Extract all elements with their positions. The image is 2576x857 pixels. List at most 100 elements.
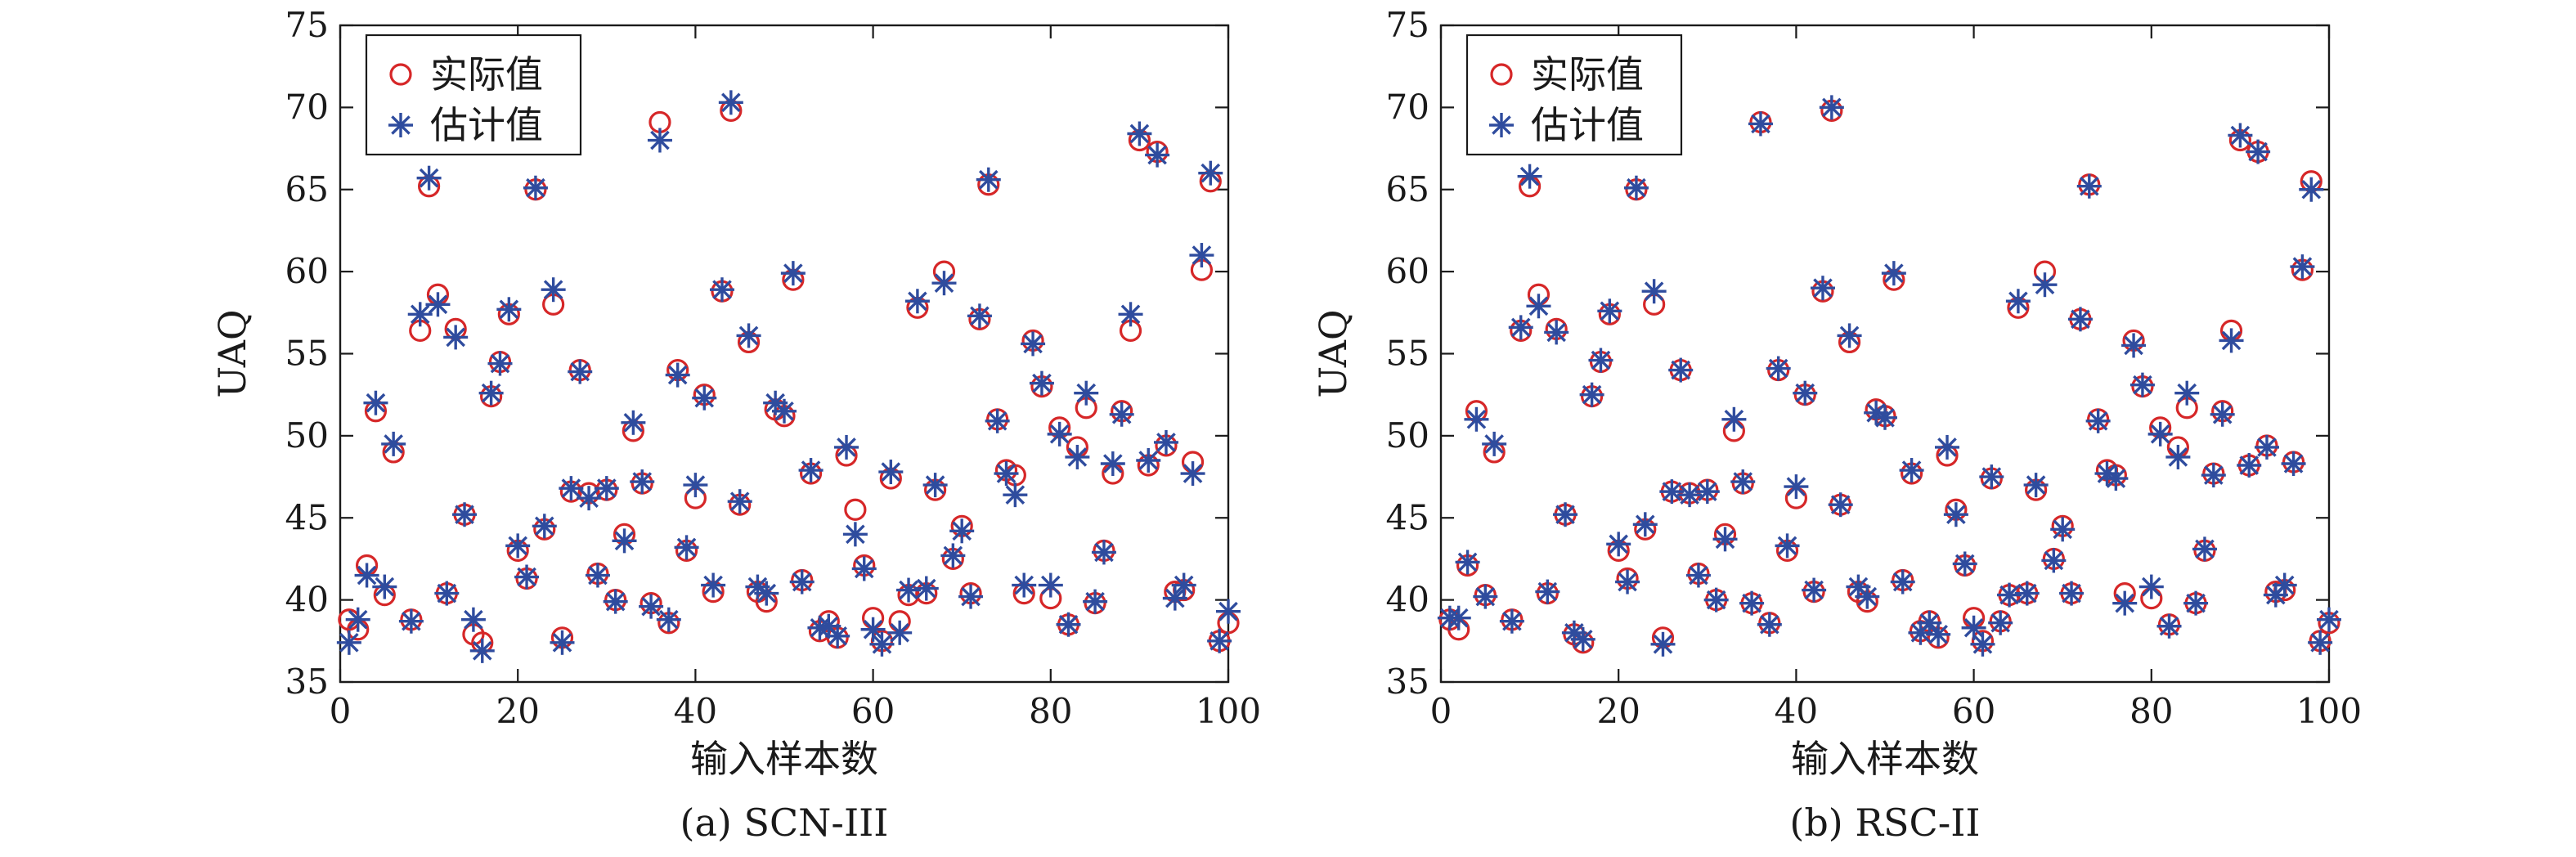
data-point: [363, 390, 388, 415]
data-point: [1127, 121, 1152, 146]
legend-marker-circle: [1490, 63, 1513, 86]
x-axis: 0 20 40 60 80 100: [1430, 25, 2362, 731]
x-tick-label: 40: [1775, 691, 1818, 731]
x-tick-label: 20: [1596, 691, 1640, 731]
data-point: [336, 630, 361, 655]
data-point: [568, 359, 593, 384]
data-point: [1899, 458, 1924, 483]
data-point: [1109, 402, 1134, 427]
y-tick-label: 55: [1386, 334, 1429, 374]
y-tick-label: 60: [285, 251, 329, 291]
data-point: [1748, 111, 1773, 137]
data-point: [1632, 512, 1658, 537]
data-point: [621, 410, 646, 435]
data-point: [532, 514, 557, 539]
data-point: [1997, 582, 2022, 608]
data-point: [2290, 254, 2315, 280]
data-point: [896, 577, 922, 603]
data-point: [514, 564, 540, 590]
data-point: [639, 594, 664, 619]
data-point: [683, 473, 708, 498]
data-point: [1047, 421, 1072, 446]
data-point: [1952, 551, 1977, 577]
data-point: [922, 473, 948, 498]
data-point: [692, 385, 717, 411]
data-point: [2317, 607, 2341, 632]
data-point: [2059, 581, 2085, 606]
data-point: [1793, 380, 1818, 406]
data-point: [1038, 572, 1063, 598]
data-point: [780, 261, 806, 286]
data-point: [1935, 434, 1960, 460]
x-axis-label: 输入样本数: [690, 737, 878, 781]
data-point: [994, 461, 1019, 487]
data-point: [1100, 451, 1125, 477]
data-point: [1721, 406, 1747, 432]
data-point: [460, 607, 486, 632]
data-point: [674, 535, 699, 560]
data-point: [1757, 612, 1782, 637]
data-point: [1926, 621, 1951, 647]
data-point: [1136, 447, 1161, 473]
data-point: [1544, 320, 1569, 345]
y-tick-label: 70: [285, 87, 329, 127]
data-point: [1216, 599, 1241, 624]
data-point: [1855, 584, 1880, 609]
data-point: [647, 128, 672, 153]
data-point: [1712, 527, 1738, 552]
data-point: [496, 297, 522, 322]
data-point: [1074, 380, 1099, 406]
data-point: [825, 623, 850, 648]
data-point: [1873, 405, 1897, 430]
data-point: [603, 589, 628, 614]
data-point: [354, 563, 379, 588]
data-point: [1003, 482, 1028, 508]
series-actual: [1438, 99, 2340, 654]
data-point: [967, 303, 992, 329]
y-tick-label: 55: [285, 334, 329, 374]
data-point: [1579, 382, 1604, 407]
legend-label: 实际值: [1531, 52, 1644, 96]
x-tick-label: 80: [2129, 691, 2173, 731]
data-point: [487, 351, 513, 376]
data-point: [2112, 590, 2138, 616]
data-point: [2023, 473, 2049, 498]
data-point: [407, 302, 433, 327]
data-point: [940, 543, 966, 568]
data-point: [523, 175, 548, 200]
data-point: [1659, 479, 1685, 505]
data-point: [1083, 589, 1108, 614]
data-point: [345, 607, 370, 632]
data-point: [1739, 590, 1765, 616]
data-point: [1766, 356, 1791, 381]
data-point: [2076, 173, 2102, 199]
data-point: [2067, 307, 2093, 332]
data-point: [701, 572, 726, 598]
data-point: [1890, 569, 1915, 595]
data-point: [425, 292, 451, 317]
x-tick-label: 40: [674, 691, 717, 731]
y-tick-label: 75: [285, 5, 329, 45]
data-point: [2050, 517, 2076, 542]
data-point: [736, 323, 761, 348]
data-point: [478, 380, 504, 406]
data-point: [541, 277, 566, 303]
data-point: [2254, 434, 2279, 460]
data-point: [1162, 586, 1187, 611]
y-axis: 35 40 45 50 55 60 65 70 75: [285, 5, 1228, 702]
data-point: [2246, 139, 2271, 164]
data-point: [2165, 444, 2191, 469]
data-point: [1508, 315, 1533, 340]
x-tick-label: 100: [1196, 691, 1261, 731]
data-point: [2174, 380, 2200, 406]
y-tick-label: 65: [285, 169, 329, 209]
data-point: [612, 528, 637, 554]
data-point: [2281, 451, 2306, 477]
data-point: [1685, 563, 1711, 588]
chart-scn-iii: 35 40 45 50 55 60 65 70 75 0 20 40 60 80 100 输入样本数 UAQ (a…: [210, 5, 1261, 845]
data-point: [2041, 548, 2067, 573]
data-point: [594, 476, 619, 501]
data-point: [2032, 272, 2058, 298]
data-point: [469, 638, 495, 663]
